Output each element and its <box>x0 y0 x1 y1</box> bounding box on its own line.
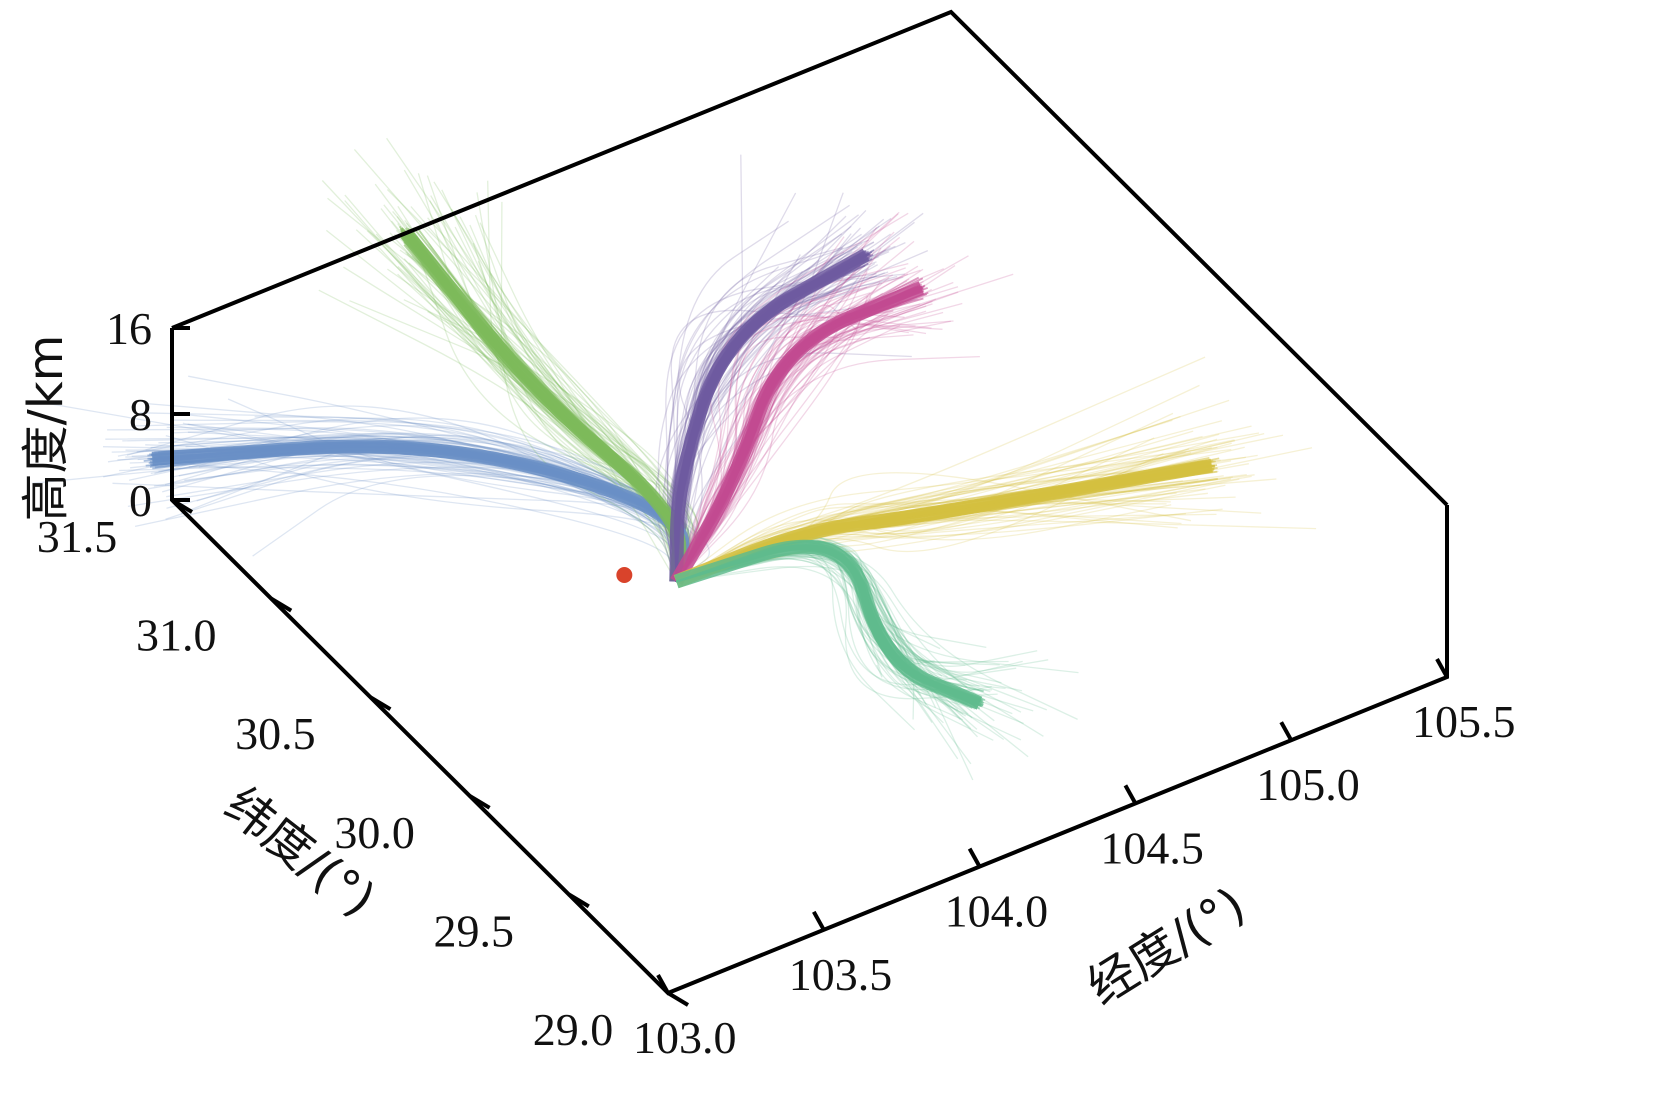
trajectory-core-line <box>403 241 680 582</box>
x-tick-label: 104.0 <box>945 886 1049 937</box>
box-top-edges <box>171 9 1449 507</box>
trajectory-faint-line <box>327 197 686 582</box>
trajectory-faint-line <box>427 310 690 582</box>
y-tick-label: 30.0 <box>334 807 415 858</box>
x-tick <box>1435 658 1449 678</box>
trajectory-faint-line <box>388 237 686 582</box>
x-tick <box>812 910 826 931</box>
trajectory-main-line <box>669 248 870 582</box>
y-tick <box>567 892 590 909</box>
z-axis-title: 高度/km <box>18 335 74 522</box>
trajectory-core-line <box>403 244 680 582</box>
x-tick-label: 104.5 <box>1100 822 1204 873</box>
x-axis-title: 经度/(°) <box>1078 877 1255 1017</box>
x-tick <box>656 974 670 994</box>
trajectory-faint-line <box>355 229 679 582</box>
trajectory-main-line <box>674 539 983 710</box>
x-tick-label: 105.5 <box>1412 696 1516 747</box>
x-tick <box>1279 721 1293 742</box>
trajectory-faint-line <box>676 550 944 724</box>
origin-point <box>616 566 633 583</box>
trajectory-faint-line <box>406 253 678 582</box>
y-tick-label: 29.5 <box>434 905 515 956</box>
z-tick-label: 8 <box>129 389 152 440</box>
axes-layer <box>170 9 1449 1007</box>
y-tick <box>369 695 392 711</box>
y-tick-label: 30.5 <box>235 708 316 759</box>
trajectory-faint-line <box>654 225 880 582</box>
trajectory-faint-line <box>389 232 682 582</box>
x-tick <box>967 847 982 868</box>
y-tick <box>270 596 293 613</box>
y-tick-label: 31.0 <box>136 610 217 661</box>
y-tick-label: 31.5 <box>37 511 118 562</box>
y-tick-label: 29.0 <box>533 1004 614 1055</box>
y-tick <box>468 794 491 810</box>
trajectory-faint-line <box>675 448 1232 583</box>
trajectory-bundles-layer <box>143 225 1220 710</box>
trajectory-main-line <box>670 281 925 586</box>
y-tick <box>666 991 690 1007</box>
x-tick-label: 103.5 <box>789 949 893 1000</box>
x-tick <box>1123 784 1138 805</box>
z-tick-label: 16 <box>106 303 152 354</box>
x-tick-label: 103.0 <box>633 1012 737 1063</box>
x-tick-label: 105.0 <box>1256 759 1360 810</box>
z-tick-label: 0 <box>129 475 152 526</box>
